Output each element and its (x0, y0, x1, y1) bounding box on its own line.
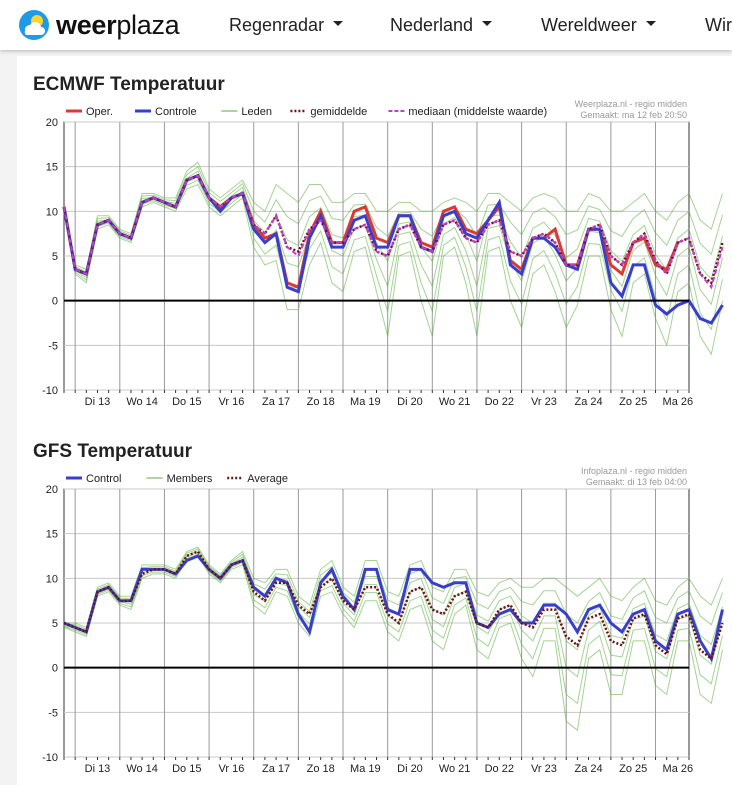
gfs-chart-title: GFS Temperatuur (33, 441, 193, 462)
x-day-label: Vr 16 (218, 763, 244, 775)
top-navigation-bar: weerplaza Regenradar Nederland Wereldwee… (0, 0, 732, 50)
x-day-label: Zo 18 (307, 763, 335, 775)
y-tick-label: 15 (46, 162, 58, 174)
member-line (63, 553, 723, 705)
member-line (63, 179, 723, 331)
ecmwf-chart-title: ECMWF Temperatuur (33, 74, 225, 95)
x-day-label: Vr 16 (218, 396, 244, 408)
chart-created: Gemaakt: di 13 feb 04:00 (586, 477, 687, 487)
x-day-label: Do 22 (485, 396, 514, 408)
legend-label: Members (167, 473, 213, 485)
legend-label: Leden (241, 106, 272, 118)
y-tick-label: -5 (48, 340, 58, 352)
x-day-label: Za 17 (262, 396, 290, 408)
x-day-label: Za 24 (574, 763, 602, 775)
x-day-label: Do 15 (172, 763, 201, 775)
caret-down-icon (333, 20, 344, 26)
y-tick-label: 0 (52, 296, 58, 308)
x-day-label: Ma 19 (350, 763, 381, 775)
nav-label: Wir (705, 14, 732, 35)
x-day-label: Wo 21 (439, 763, 471, 775)
ecmwf-temperature-chart: 20 15 10 5 0 -5 -10 Di 13 Wo 14 Do 15 Vr 16 Za 17 Zo… (42, 100, 724, 408)
sun-cloud-logo-icon (19, 10, 49, 40)
nav-regenradar[interactable]: Regenradar (229, 0, 344, 50)
x-day-label: Ma 26 (663, 396, 694, 408)
y-tick-label: 20 (46, 117, 58, 129)
y-tick-label: 10 (46, 206, 58, 218)
legend-label: Controle (155, 106, 197, 118)
nav-wereldweer[interactable]: Wereldweer (541, 0, 656, 50)
x-day-label: Wo 14 (126, 396, 158, 408)
y-tick-label: -5 (48, 707, 58, 719)
y-tick-label: 15 (46, 529, 58, 541)
x-day-label: Ma 26 (663, 763, 694, 775)
nav-label: Nederland (390, 14, 474, 35)
y-tick-label: 20 (46, 484, 58, 496)
caret-down-icon (482, 20, 493, 26)
brand-name: weerplaza (56, 9, 180, 40)
nav-label: Wereldweer (541, 14, 637, 35)
x-day-label: Do 22 (485, 763, 514, 775)
nav-nederland[interactable]: Nederland (390, 0, 493, 50)
chart-created: Gemaakt: ma 12 feb 20:50 (580, 110, 687, 120)
x-day-label: Di 20 (397, 396, 423, 408)
y-tick-label: 10 (46, 573, 58, 585)
x-day-label: Zo 25 (619, 396, 647, 408)
series-line-control (62, 173, 724, 325)
member-line (63, 165, 723, 273)
x-day-label: Vr 23 (531, 763, 557, 775)
x-day-label: Di 13 (85, 396, 111, 408)
x-day-label: Za 24 (574, 396, 602, 408)
caret-down-icon (645, 20, 656, 26)
chart-source: Weerplaza.nl - regio midden (575, 100, 687, 109)
y-tick-label: 5 (52, 618, 58, 630)
member-line (63, 161, 723, 271)
member-line (64, 546, 723, 629)
member-line (63, 183, 723, 356)
x-day-label: Wo 14 (126, 763, 158, 775)
x-day-label: Ma 19 (350, 396, 381, 408)
chart-source: Infoplaza.nl - regio midden (581, 467, 687, 476)
legend-label: mediaan (middelste waarde) (408, 106, 547, 118)
legend-label: gemiddelde (310, 106, 367, 118)
member-line (63, 555, 723, 732)
y-tick-label: 0 (52, 663, 58, 675)
x-day-label: Di 13 (85, 763, 111, 775)
gfs-temperature-chart: 20 15 10 5 0 -5 -10 Di 13 Wo 14 Do 15 Vr 16 Za 17 Zo… (42, 467, 724, 775)
legend-label: Control (86, 473, 121, 485)
x-day-label: Zo 25 (619, 763, 647, 775)
x-day-label: Vr 23 (531, 396, 557, 408)
nav-wir[interactable]: Wir (705, 0, 732, 50)
y-tick-label: -10 (42, 385, 58, 397)
y-tick-label: 5 (52, 251, 58, 263)
series-line-average (63, 549, 724, 661)
x-day-label: Do 15 (172, 396, 201, 408)
x-day-label: Zo 18 (307, 396, 335, 408)
x-day-label: Wo 21 (439, 396, 471, 408)
legend-label: Average (247, 473, 288, 485)
x-day-label: Za 17 (262, 763, 290, 775)
nav-label: Regenradar (229, 14, 325, 35)
weerplaza-logo[interactable]: weerplaza (18, 7, 180, 43)
series-line-median (63, 174, 724, 290)
y-tick-label: -10 (42, 752, 58, 764)
member-line (63, 548, 723, 630)
x-day-label: Di 20 (397, 763, 423, 775)
legend-label: Oper. (86, 106, 113, 118)
